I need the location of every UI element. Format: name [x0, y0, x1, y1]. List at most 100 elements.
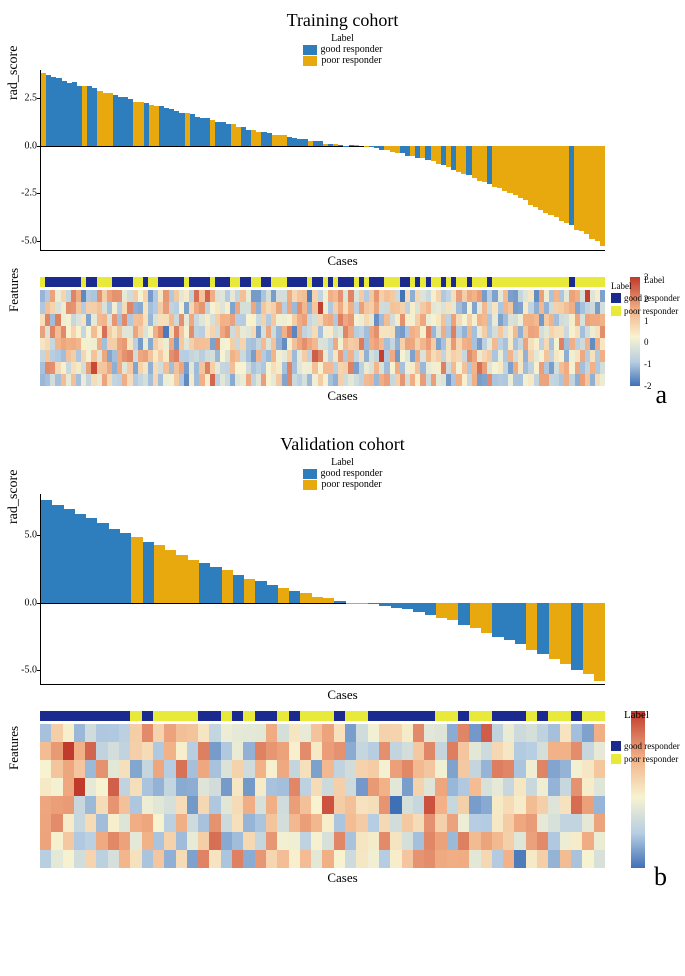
panel-b-legend-title: Label	[0, 457, 685, 468]
heat-legend-item: good responder	[611, 293, 685, 303]
legend-swatch-icon	[303, 480, 317, 490]
legend-item: good responder	[0, 468, 685, 479]
bar	[188, 560, 199, 603]
bar	[255, 581, 266, 603]
panel-b-heat-legend: good responder poor responder	[611, 741, 685, 767]
panel-a-xlabel: Cases	[0, 253, 685, 269]
bar	[210, 567, 221, 602]
panel-b-title: Validation cohort	[0, 434, 685, 455]
panel-a-letter: a	[655, 380, 667, 410]
heat-legend-item: good responder	[611, 741, 685, 751]
bar	[458, 603, 469, 626]
bar	[560, 603, 571, 665]
bar	[176, 555, 187, 602]
bar	[481, 603, 492, 633]
bar	[413, 603, 424, 612]
panel-b-letter: b	[654, 862, 667, 892]
bar	[402, 603, 413, 610]
heatmap-label-row	[40, 277, 605, 287]
panel-a-heat-xlabel: Cases	[0, 388, 685, 404]
colorbar-tick: -1	[644, 359, 652, 369]
panel-b-heatmap-wrap: Features good responderpoor responder La…	[0, 711, 685, 868]
legend-swatch-icon	[611, 293, 621, 303]
bar	[64, 509, 75, 602]
y-tick: 0.0	[7, 140, 37, 151]
legend-label: good responder	[624, 742, 680, 751]
bar	[526, 603, 537, 650]
heatmap-label-row	[40, 711, 605, 721]
bar	[571, 603, 582, 670]
panel-b-heatmap	[40, 711, 605, 868]
bar	[537, 603, 548, 655]
bar	[515, 603, 526, 645]
panel-a-heat-legend: Label good responder poor responder	[611, 281, 685, 319]
bar	[131, 537, 142, 602]
panel-a-ylabel: rad_score	[6, 46, 22, 100]
bar	[323, 598, 334, 602]
heat-legend-item: poor responder	[611, 306, 685, 316]
legend-item: poor responder	[0, 55, 685, 66]
panel-a-heat-ylabel: Features	[6, 267, 22, 311]
legend-label: poor responder	[624, 307, 678, 316]
y-tick: 0.0	[7, 597, 37, 608]
legend-swatch-icon	[611, 741, 621, 751]
bar	[357, 603, 368, 604]
legend-swatch-icon	[611, 754, 621, 764]
legend-swatch-icon	[303, 469, 317, 479]
legend-label: poor responder	[321, 55, 381, 66]
bar	[300, 593, 311, 602]
bar	[447, 603, 458, 621]
legend-item: poor responder	[0, 479, 685, 490]
panel-b-barchart: -5.00.05.0	[40, 494, 605, 685]
heat-legend-item: poor responder	[611, 754, 685, 764]
bar	[504, 603, 515, 640]
y-tick: -2.5	[7, 188, 37, 199]
bar	[199, 563, 210, 602]
bar	[154, 545, 165, 602]
panel-b-heat-ylabel: Features	[6, 725, 22, 769]
bar	[278, 588, 289, 603]
bar	[222, 570, 233, 602]
panel-b-xlabel: Cases	[0, 687, 685, 703]
legend-item: good responder	[0, 44, 685, 55]
heat-legend-title: Label	[611, 281, 685, 291]
bar	[312, 597, 323, 602]
panel-b-colorbar	[631, 711, 645, 868]
legend-label: poor responder	[321, 479, 381, 490]
y-tick: -5.0	[7, 235, 37, 246]
bar	[97, 523, 108, 602]
bar	[233, 575, 244, 603]
panel-a-bar-legend: Label good responderpoor responder	[0, 33, 685, 66]
bar	[289, 591, 300, 603]
y-tick: 5.0	[7, 529, 37, 540]
bar	[492, 603, 503, 637]
bar	[334, 601, 345, 602]
bar	[75, 514, 86, 603]
figure: Training cohort Label good responderpoor…	[0, 0, 685, 936]
bar	[143, 542, 154, 603]
bar	[583, 603, 594, 675]
legend-swatch-icon	[303, 45, 317, 55]
y-tick: 2.5	[7, 93, 37, 104]
panel-b-bar-legend: Label good responderpoor responder	[0, 457, 685, 490]
bar	[600, 146, 605, 246]
bar	[244, 579, 255, 603]
bar	[165, 550, 176, 602]
legend-swatch-icon	[303, 56, 317, 66]
panel-b-ylabel: rad_score	[6, 470, 22, 524]
panel-a-legend-title: Label	[0, 33, 685, 44]
bar	[368, 603, 379, 604]
bar	[594, 603, 605, 681]
legend-label: good responder	[624, 294, 680, 303]
y-tick: -5.0	[7, 665, 37, 676]
bar	[41, 500, 52, 603]
legend-label: poor responder	[624, 755, 678, 764]
panel-a-heatmap	[40, 277, 605, 386]
bar	[391, 603, 402, 608]
panel-a-title: Training cohort	[0, 10, 685, 31]
bar	[52, 505, 63, 603]
bar	[86, 518, 97, 602]
panel-b: Validation cohort Label good responderpo…	[0, 434, 685, 886]
panel-b-heat-xlabel: Cases	[0, 870, 685, 886]
legend-swatch-icon	[611, 306, 621, 316]
